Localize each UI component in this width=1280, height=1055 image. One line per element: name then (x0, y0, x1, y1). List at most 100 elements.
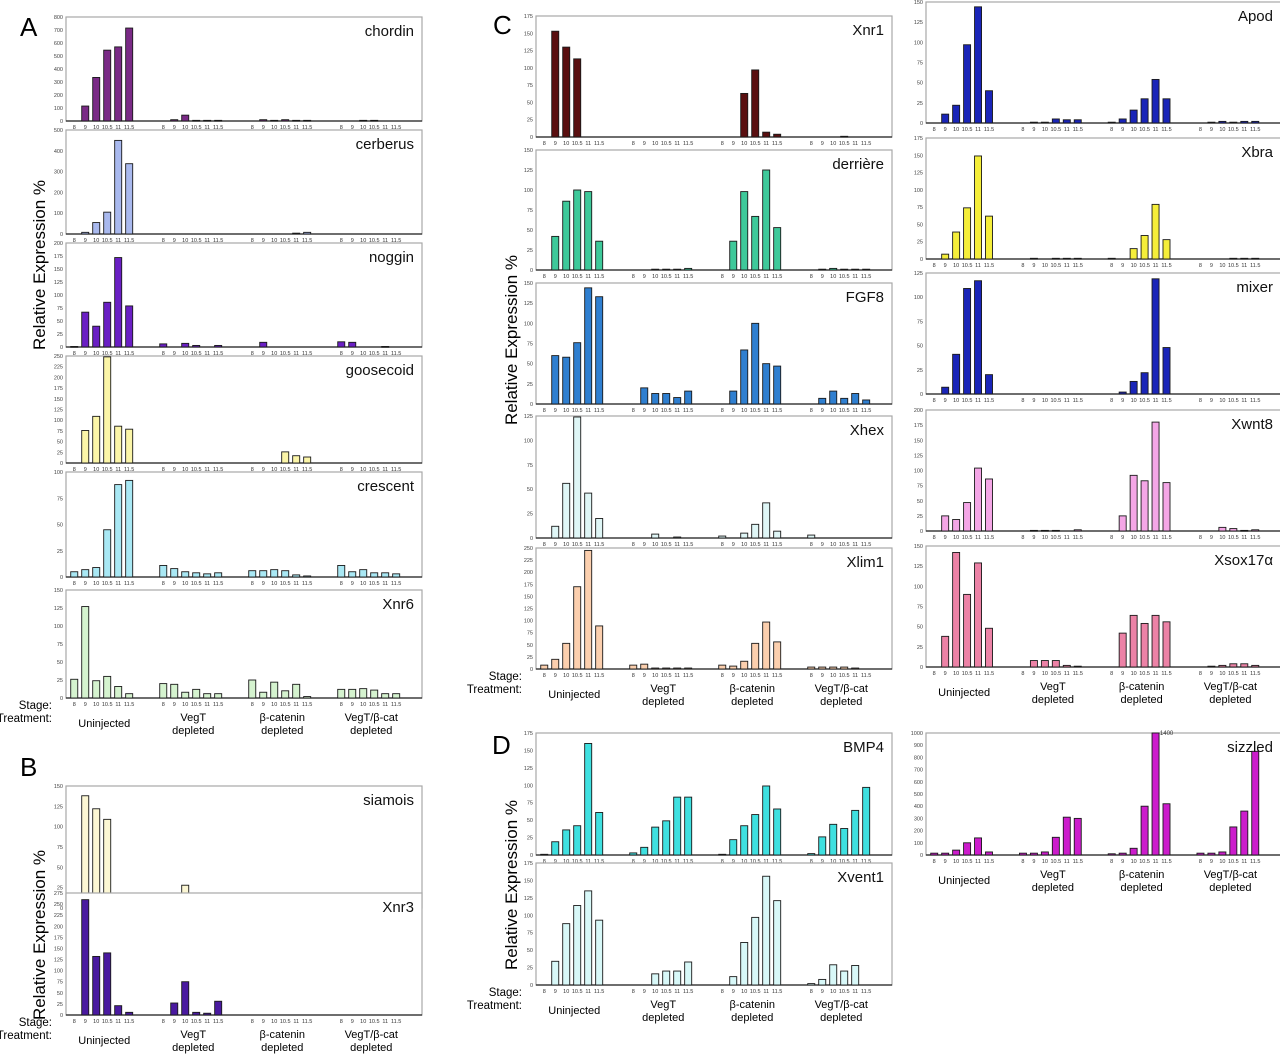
x-tick-label: 11.5 (772, 673, 782, 679)
bar (829, 823, 838, 856)
x-tick-label: 10 (93, 702, 99, 708)
y-tick-label: 75 (57, 306, 63, 312)
bar (740, 660, 749, 670)
x-tick-label: 9 (1121, 859, 1124, 865)
treatment-line2: depleted (172, 1042, 215, 1054)
x-tick-label: 8 (632, 859, 635, 865)
bar (381, 693, 390, 699)
x-tick-label: 10 (360, 351, 366, 357)
bar (1229, 663, 1238, 668)
plot-frame (925, 272, 1280, 395)
bar (963, 207, 972, 260)
x-tick-label: 11.5 (213, 125, 223, 131)
x-tick-label: 8 (632, 408, 635, 414)
y-tick-label: 800 (54, 15, 63, 21)
x-tick-label: 10 (563, 859, 569, 865)
x-tick-label: 9 (1032, 127, 1035, 133)
bar (248, 679, 257, 699)
bar (214, 1000, 223, 1016)
x-tick-label: 10 (182, 1019, 188, 1025)
x-tick-label: 10.5 (572, 859, 583, 865)
x-tick-label: 9 (262, 238, 265, 244)
x-tick-label: 9 (732, 542, 735, 548)
bar (573, 825, 582, 856)
bar (807, 853, 816, 856)
x-tick-label: 11.5 (391, 1019, 401, 1025)
y-tick-label: 75 (917, 61, 923, 67)
x-tick-label: 10.5 (962, 859, 973, 865)
y-tick-label: 200 (54, 190, 63, 196)
treatment-group-label: β-catenin depleted (714, 999, 791, 1025)
bar (595, 625, 604, 670)
bar (640, 663, 649, 670)
bar (192, 688, 201, 699)
x-tick-label: 11 (763, 141, 769, 147)
x-tick-label: 11.5 (772, 542, 782, 548)
y-tick-label: 50 (57, 523, 63, 529)
y-tick-label: 150 (524, 281, 533, 287)
y-tick-label: 0 (60, 1013, 63, 1019)
bar (214, 119, 223, 122)
bar (1229, 826, 1238, 856)
bar (259, 691, 268, 699)
bar (92, 222, 101, 235)
bar (1251, 120, 1260, 124)
x-tick-label: 9 (1210, 671, 1213, 677)
bar (974, 467, 983, 532)
x-tick-label: 11 (204, 702, 210, 708)
y-tick-label: 175 (54, 386, 63, 392)
y-tick-label: 0 (920, 665, 923, 671)
bar (1073, 529, 1082, 532)
x-tick-label: 8 (1110, 859, 1113, 865)
bar (1062, 257, 1071, 260)
x-tick-label: 10 (953, 671, 959, 677)
x-tick-label: 8 (1199, 535, 1202, 541)
bar (81, 105, 90, 122)
x-tick-label: 9 (1032, 535, 1035, 541)
x-tick-label: 10.5 (1139, 127, 1150, 133)
x-tick-label: 10 (360, 467, 366, 473)
bar (740, 349, 749, 405)
y-tick-label: 100 (914, 188, 923, 194)
treatment-line1: Uninjected (548, 1005, 601, 1017)
bar (673, 397, 682, 405)
bar (214, 572, 223, 578)
bar (751, 322, 760, 405)
x-tick-label: 11.5 (302, 467, 312, 473)
x-tick-label: 8 (543, 673, 546, 679)
x-tick-label: 11 (115, 1019, 121, 1025)
bar (303, 456, 312, 464)
bar (1218, 851, 1227, 856)
x-tick-label: 11 (115, 581, 121, 587)
bar (573, 416, 582, 539)
treatment-line1: Uninjected (78, 1035, 131, 1047)
bar (1051, 660, 1060, 668)
bar (662, 393, 671, 405)
x-tick-label: 11 (585, 542, 591, 548)
y-tick-label: 0 (60, 575, 63, 581)
bar (303, 696, 312, 699)
x-tick-label: 11 (293, 125, 299, 131)
y-tick-label: 225 (524, 558, 533, 564)
x-tick-label: 11 (852, 859, 858, 865)
bar (281, 570, 290, 578)
x-tick-label: 10.5 (280, 581, 291, 587)
treatment-group-label: β-catenin depleted (1104, 681, 1180, 707)
bar (1107, 121, 1116, 124)
bar (281, 451, 290, 464)
bar (192, 344, 201, 348)
bar (1062, 119, 1071, 124)
x-tick-label: 10.5 (1050, 263, 1061, 269)
x-tick-label: 11 (382, 581, 388, 587)
y-tick-label: 200 (54, 241, 63, 247)
x-tick-label: 9 (84, 467, 87, 473)
treatment-line1: VegT/β-cat (344, 712, 398, 724)
x-tick-label: 8 (73, 702, 76, 708)
bar (1062, 816, 1071, 856)
bar (170, 119, 179, 122)
x-tick-label: 8 (933, 859, 936, 865)
bar (1051, 836, 1060, 856)
treatment-group-label: Uninjected (66, 1035, 143, 1048)
y-tick-label: 25 (527, 118, 533, 124)
